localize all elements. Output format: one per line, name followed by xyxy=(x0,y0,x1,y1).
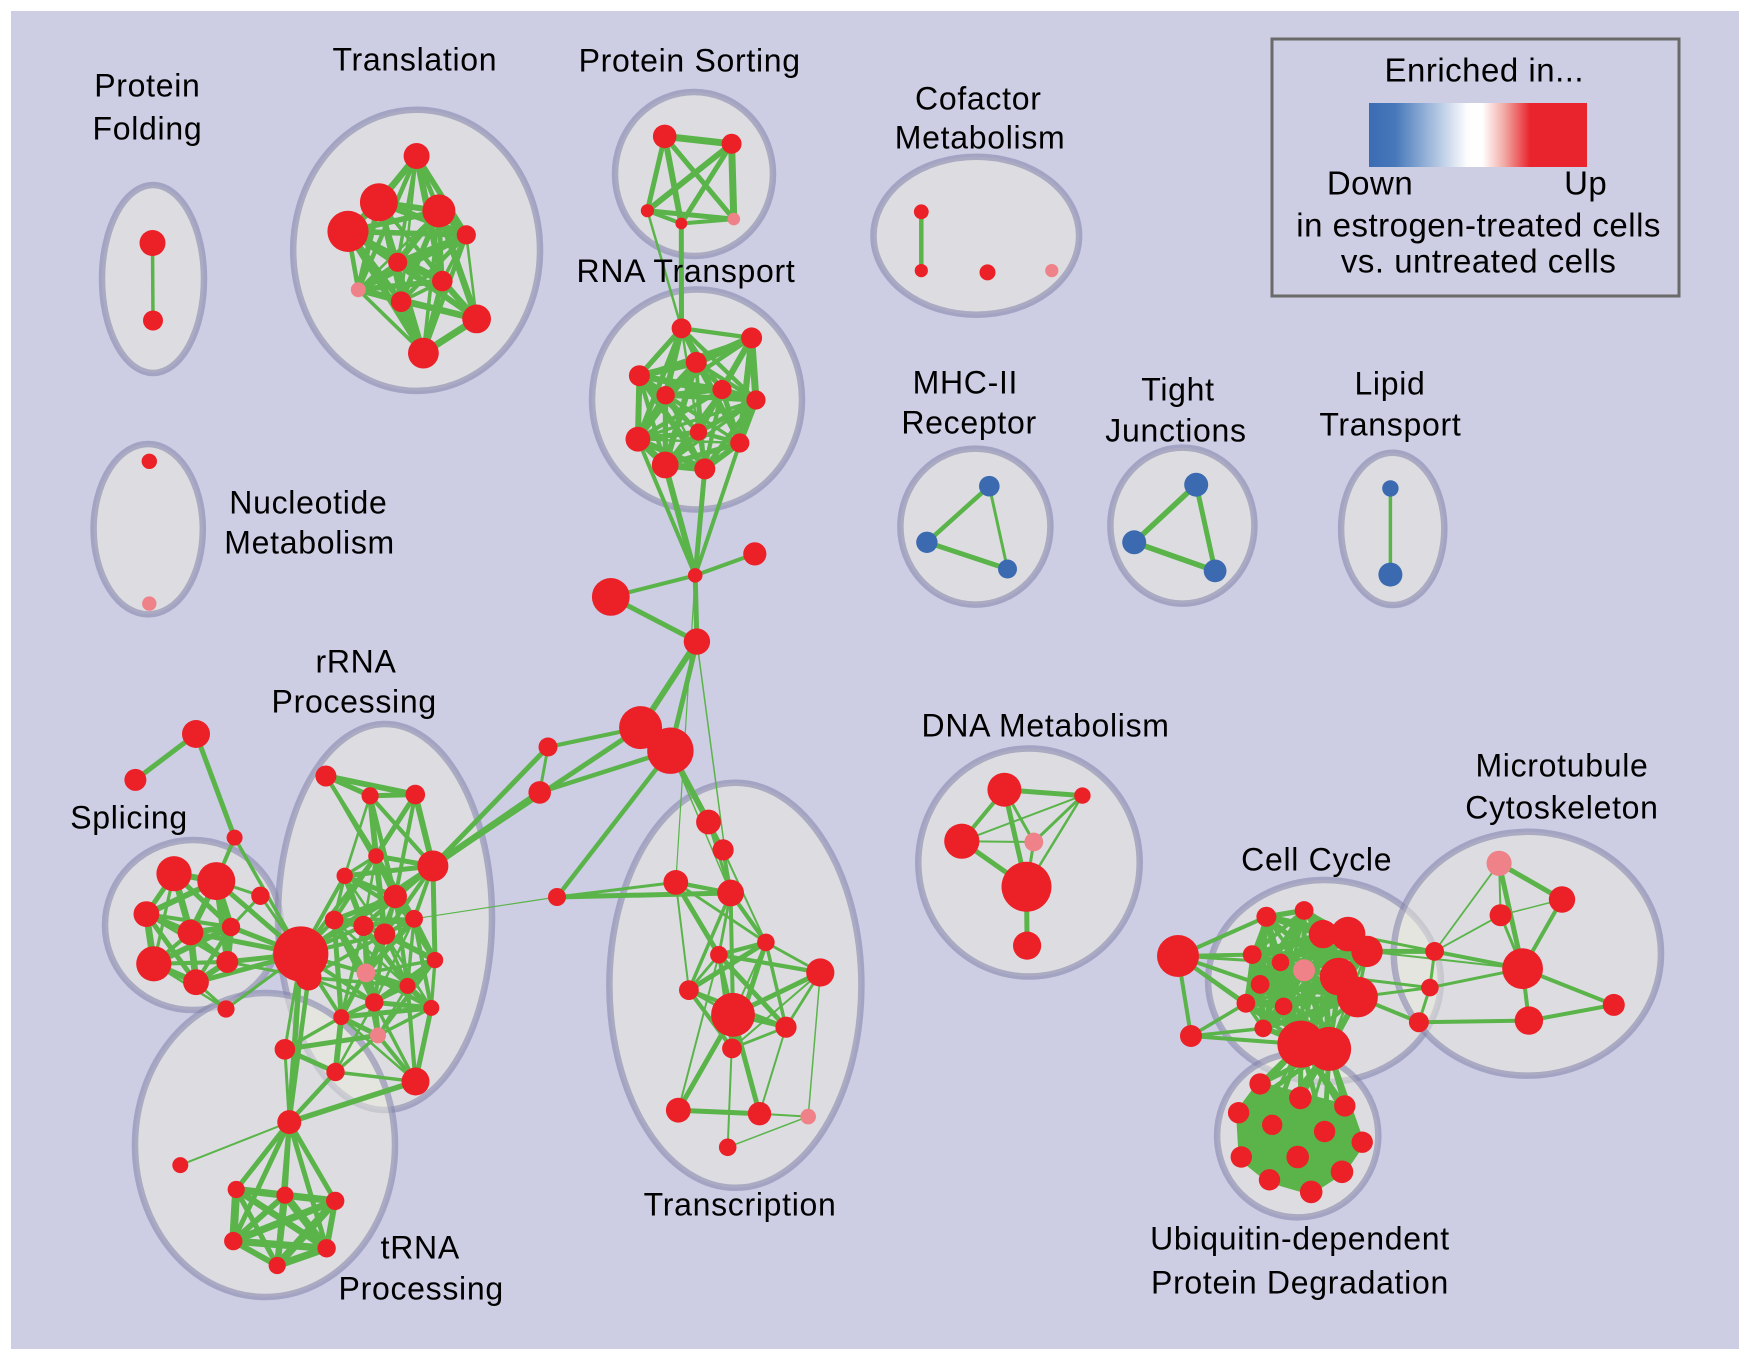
svg-text:Processing: Processing xyxy=(272,683,437,719)
svg-text:Metabolism: Metabolism xyxy=(895,119,1066,155)
svg-text:Processing: Processing xyxy=(339,1270,504,1306)
svg-text:rRNA: rRNA xyxy=(315,643,396,679)
svg-text:MHC-II: MHC-II xyxy=(913,364,1019,400)
svg-text:Junctions: Junctions xyxy=(1105,412,1247,448)
svg-text:tRNA: tRNA xyxy=(381,1229,460,1265)
svg-text:Enriched in...: Enriched in... xyxy=(1384,52,1584,89)
svg-text:Protein Degradation: Protein Degradation xyxy=(1151,1264,1449,1300)
svg-text:Splicing: Splicing xyxy=(70,799,188,835)
svg-text:Protein Sorting: Protein Sorting xyxy=(579,42,801,78)
svg-text:Cytoskeleton: Cytoskeleton xyxy=(1465,789,1658,825)
svg-text:Folding: Folding xyxy=(92,110,202,146)
svg-text:vs. untreated cells: vs. untreated cells xyxy=(1341,243,1616,280)
svg-text:RNA Transport: RNA Transport xyxy=(577,253,796,289)
svg-text:Metabolism: Metabolism xyxy=(224,524,395,560)
svg-text:Nucleotide: Nucleotide xyxy=(229,484,387,520)
svg-text:Tight: Tight xyxy=(1141,371,1214,407)
svg-text:Protein: Protein xyxy=(94,67,200,103)
svg-text:in estrogen-treated cells: in estrogen-treated cells xyxy=(1296,207,1661,244)
svg-text:Down: Down xyxy=(1327,165,1413,202)
svg-text:DNA Metabolism: DNA Metabolism xyxy=(922,707,1170,743)
svg-text:Ubiquitin-dependent: Ubiquitin-dependent xyxy=(1150,1220,1450,1256)
svg-text:Up: Up xyxy=(1564,165,1607,202)
svg-text:Transport: Transport xyxy=(1319,406,1461,442)
svg-text:Microtubule: Microtubule xyxy=(1475,747,1648,783)
svg-text:Cell Cycle: Cell Cycle xyxy=(1241,841,1392,877)
svg-text:Transcription: Transcription xyxy=(644,1186,837,1222)
svg-text:Translation: Translation xyxy=(332,41,497,77)
svg-text:Cofactor: Cofactor xyxy=(915,80,1042,116)
svg-text:Lipid: Lipid xyxy=(1354,365,1425,401)
svg-text:Receptor: Receptor xyxy=(901,404,1036,440)
